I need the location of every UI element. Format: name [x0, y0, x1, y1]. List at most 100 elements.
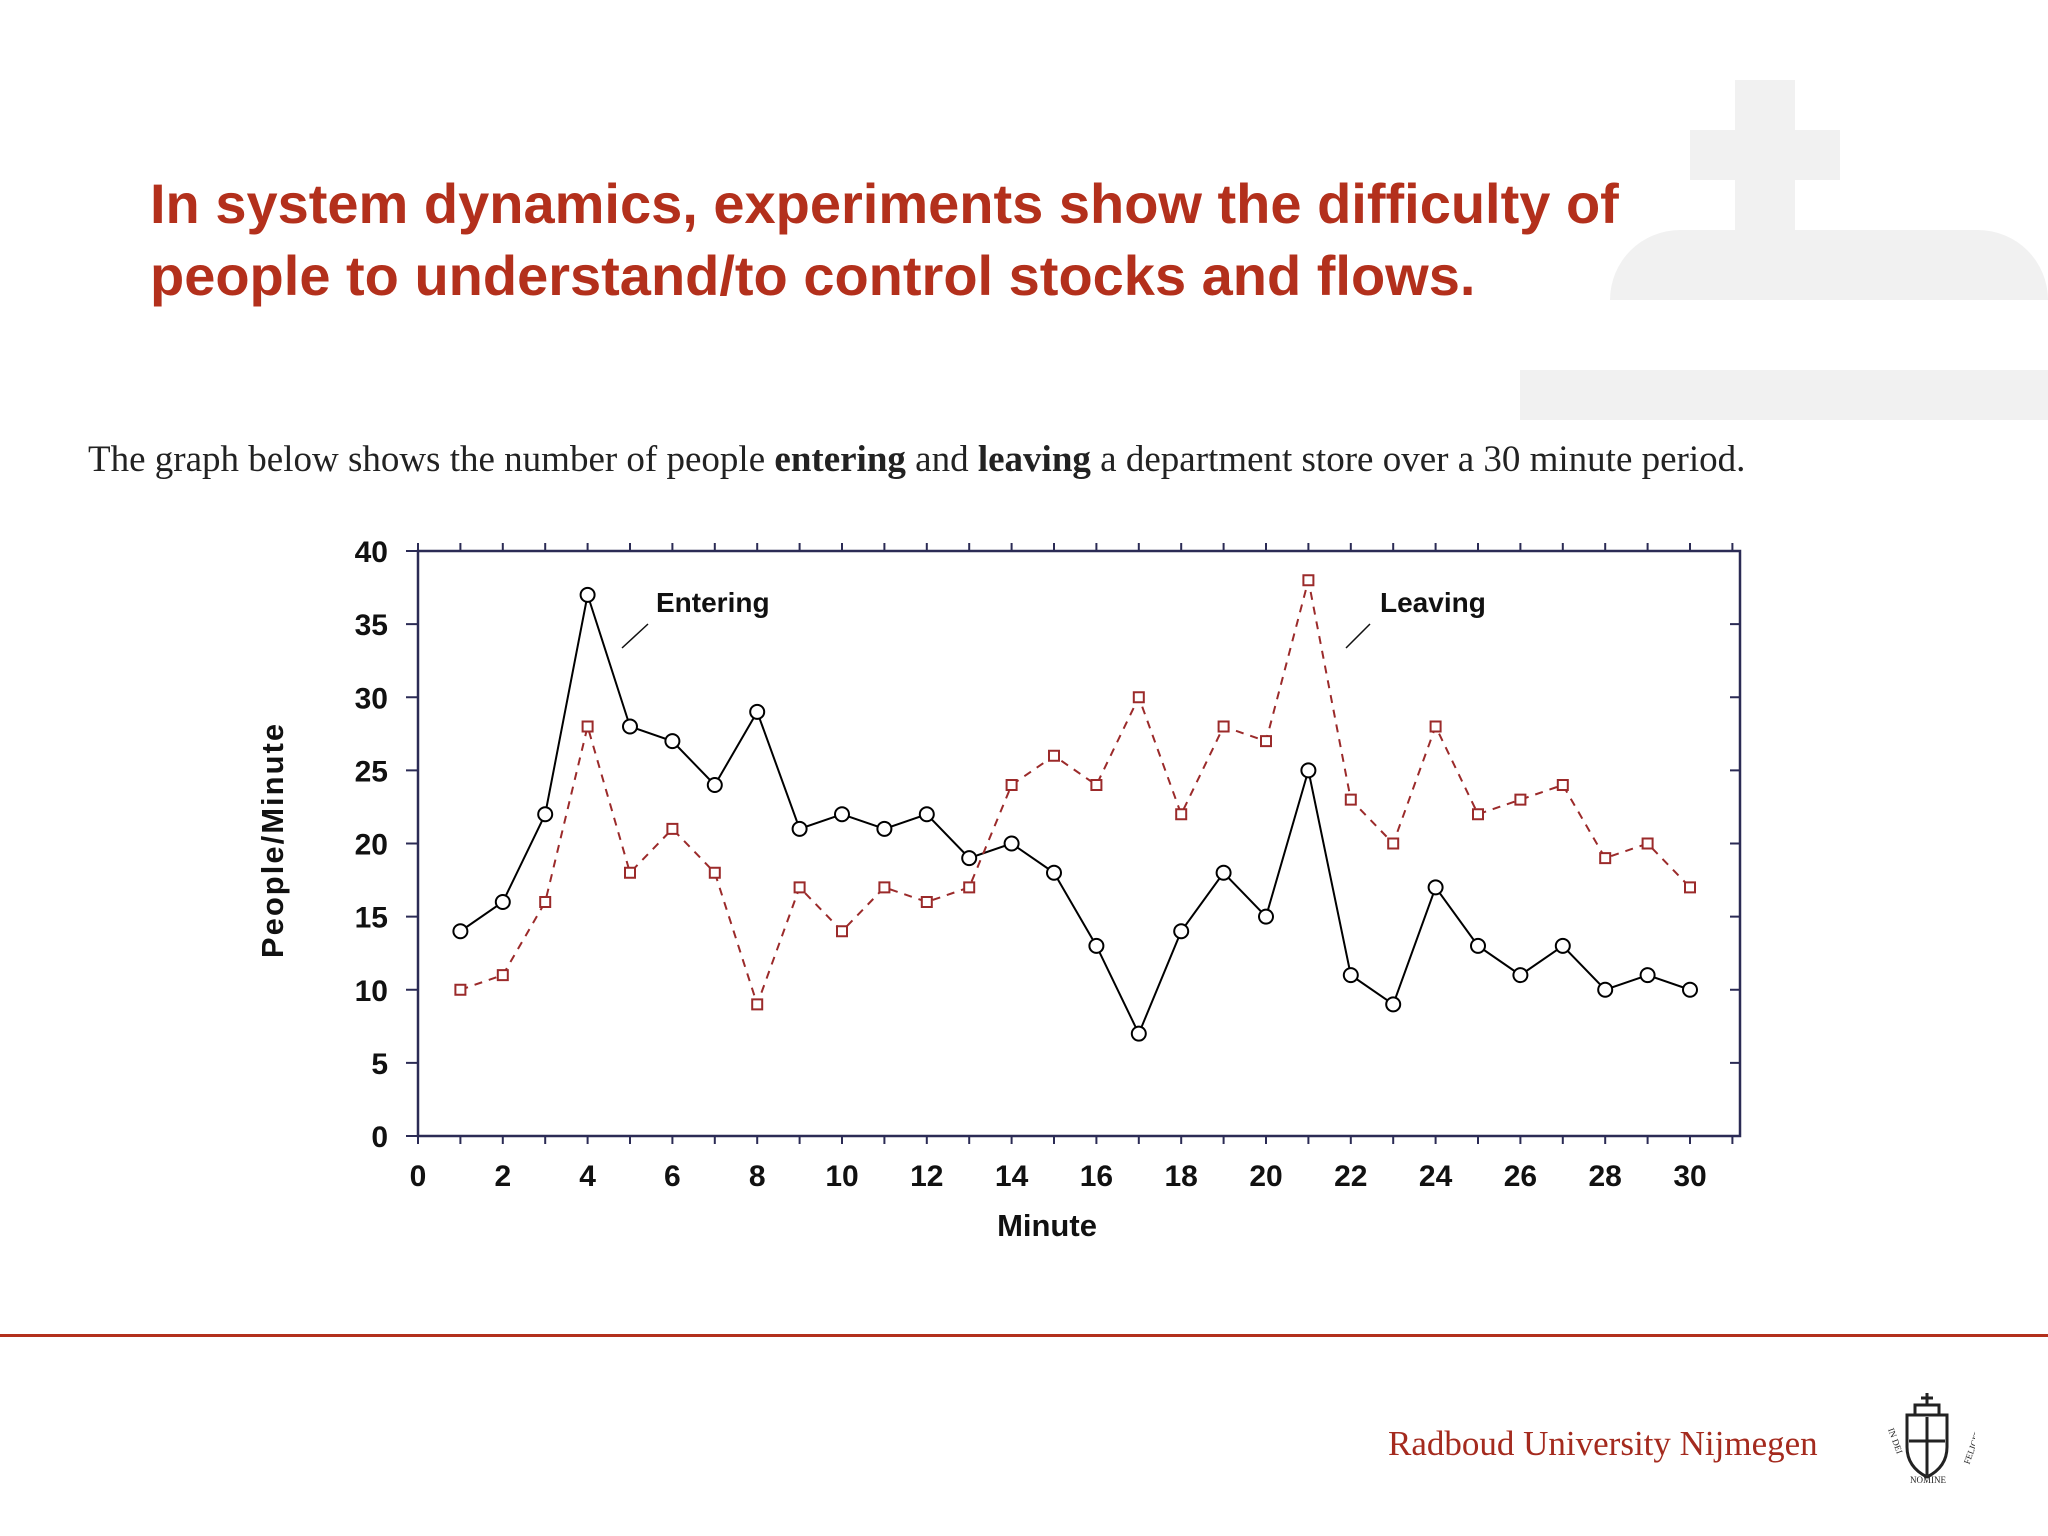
data-point-leaving: [878, 881, 891, 894]
data-point-entering: [452, 923, 469, 940]
y-tick-label: 5: [371, 1048, 388, 1081]
data-point-entering: [1385, 996, 1402, 1013]
data-point-leaving: [624, 866, 636, 879]
data-point-entering: [664, 733, 681, 750]
series-line-entering: [459, 594, 1691, 1037]
data-point-entering: [1682, 981, 1698, 998]
data-point-entering: [876, 820, 893, 837]
y-tick-label: 0: [371, 1121, 388, 1154]
y-tick-label: 20: [355, 829, 388, 862]
data-point-leaving: [1641, 837, 1654, 850]
data-point-leaving: [666, 822, 679, 835]
data-point-leaving: [1472, 808, 1484, 821]
annotation-pointer: [621, 623, 649, 649]
data-point-entering: [1173, 923, 1190, 940]
data-point-leaving: [1175, 808, 1188, 821]
slide-title: In system dynamics, experiments show the…: [150, 172, 1619, 307]
data-point-leaving: [751, 998, 764, 1011]
data-point-entering: [1427, 879, 1444, 896]
data-point-entering: [1300, 762, 1317, 779]
data-point-entering: [1470, 937, 1486, 954]
data-point-entering: [834, 806, 850, 823]
x-tick-label: 10: [825, 1160, 858, 1193]
data-point-leaving: [1684, 881, 1696, 894]
series-line-leaving: [460, 579, 1691, 1008]
intro-entering: entering: [774, 439, 906, 480]
x-tick-label: 16: [1080, 1160, 1113, 1193]
data-point-leaving: [1514, 793, 1527, 806]
svg-text:NOMINE: NOMINE: [1910, 1475, 1946, 1485]
x-tick-label: 20: [1249, 1160, 1282, 1193]
data-point-leaving: [1302, 574, 1315, 587]
data-point-entering: [1258, 908, 1274, 925]
y-tick-label: 15: [355, 902, 388, 935]
data-point-leaving: [496, 969, 509, 982]
x-tick-label: 12: [910, 1160, 943, 1193]
watermark-building: [1610, 230, 2048, 300]
intro-text: and: [905, 439, 978, 480]
watermark-building: [1520, 370, 2048, 420]
data-point-entering: [1003, 835, 1020, 852]
data-point-entering: [1215, 864, 1232, 881]
watermark-building: [1690, 130, 1840, 180]
data-point-leaving: [539, 896, 552, 908]
data-point-leaving: [1429, 720, 1442, 733]
data-point-entering: [791, 820, 808, 837]
chart-intro-text: The graph below shows the number of peop…: [88, 438, 1745, 481]
data-point-entering: [1046, 864, 1062, 881]
x-tick-label: 28: [1589, 1160, 1622, 1193]
data-point-leaving: [1005, 779, 1018, 791]
plot-frame: [416, 549, 1742, 1138]
data-point-entering: [706, 777, 723, 793]
data-point-leaving: [454, 983, 467, 996]
data-point-leaving: [836, 925, 848, 938]
data-point-entering: [1554, 937, 1571, 954]
svg-text:FELICITER: FELICITER: [1962, 1420, 1975, 1466]
x-tick-label: 22: [1334, 1160, 1367, 1193]
x-tick-label: 2: [494, 1160, 511, 1193]
data-point-entering: [1342, 967, 1359, 984]
data-point-leaving: [1132, 691, 1145, 704]
data-point-entering: [1639, 967, 1656, 984]
data-point-leaving: [793, 881, 806, 894]
intro-text: The graph below shows the number of peop…: [88, 439, 775, 480]
data-point-leaving: [708, 866, 721, 879]
y-tick-label: 10: [355, 975, 388, 1008]
data-point-leaving: [1217, 720, 1230, 733]
data-point-entering: [622, 718, 638, 735]
y-tick-label: 30: [355, 682, 388, 715]
data-point-entering: [1597, 981, 1614, 998]
university-name: Radboud University Nijmegen: [1388, 1424, 1818, 1463]
data-point-leaving: [581, 720, 594, 733]
x-tick-label: 24: [1419, 1160, 1453, 1193]
x-tick-label: 26: [1504, 1160, 1537, 1193]
x-tick-label: 8: [749, 1160, 766, 1193]
data-point-entering: [918, 806, 935, 823]
data-point-entering: [1130, 1025, 1147, 1042]
data-point-entering: [1088, 937, 1105, 954]
data-point-entering: [537, 806, 554, 823]
footer-divider: [0, 1334, 2048, 1337]
annotation-entering: Entering: [656, 587, 770, 618]
data-point-leaving: [1556, 779, 1569, 791]
x-tick-label: 18: [1165, 1160, 1198, 1193]
data-point-leaving: [963, 881, 976, 894]
y-tick-label: 25: [355, 755, 388, 788]
x-tick-label: 14: [995, 1160, 1029, 1193]
annotation-leaving: Leaving: [1380, 587, 1486, 618]
data-point-leaving: [1090, 779, 1103, 791]
annotation-pointer: [1345, 623, 1371, 649]
y-axis-label: People/Minute: [255, 722, 290, 958]
data-point-leaving: [1599, 852, 1612, 865]
y-tick-label: 40: [355, 536, 388, 569]
data-point-leaving: [1260, 735, 1272, 748]
data-point-leaving: [1387, 837, 1400, 850]
data-point-entering: [579, 586, 596, 603]
data-point-entering: [494, 894, 511, 910]
data-point-entering: [1512, 967, 1529, 984]
x-tick-label: 6: [664, 1160, 681, 1193]
data-point-entering: [961, 850, 978, 867]
data-point-leaving: [1048, 749, 1060, 762]
university-crest-icon: IN DEI NOMINE FELICITER: [1886, 1393, 1975, 1485]
